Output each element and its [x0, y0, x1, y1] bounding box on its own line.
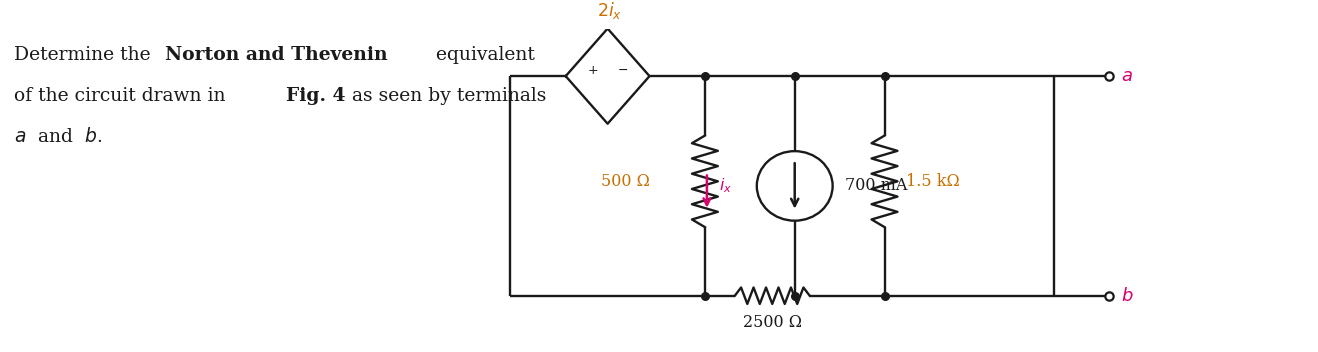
Text: 500 Ω: 500 Ω: [601, 173, 650, 190]
Text: of the circuit drawn in: of the circuit drawn in: [14, 87, 232, 105]
Text: $i_x$: $i_x$: [718, 177, 731, 195]
Text: as seen by terminals: as seen by terminals: [345, 87, 546, 105]
Text: 1.5 kΩ: 1.5 kΩ: [907, 173, 961, 190]
Text: 700 mA: 700 mA: [845, 177, 907, 194]
Text: Determine the: Determine the: [14, 46, 157, 64]
Text: $2i_x$: $2i_x$: [597, 0, 622, 21]
Text: $a$  and  $b$.: $a$ and $b$.: [14, 127, 103, 146]
Text: equivalent: equivalent: [431, 46, 535, 64]
Text: 2500 Ω: 2500 Ω: [743, 314, 801, 331]
Text: $a$: $a$: [1122, 67, 1133, 85]
Text: $b$: $b$: [1122, 287, 1133, 305]
Text: Fig. 4: Fig. 4: [286, 87, 345, 105]
Text: −: −: [617, 64, 627, 77]
Text: +: +: [588, 64, 598, 77]
Text: Norton and Thevenin: Norton and Thevenin: [165, 46, 387, 64]
